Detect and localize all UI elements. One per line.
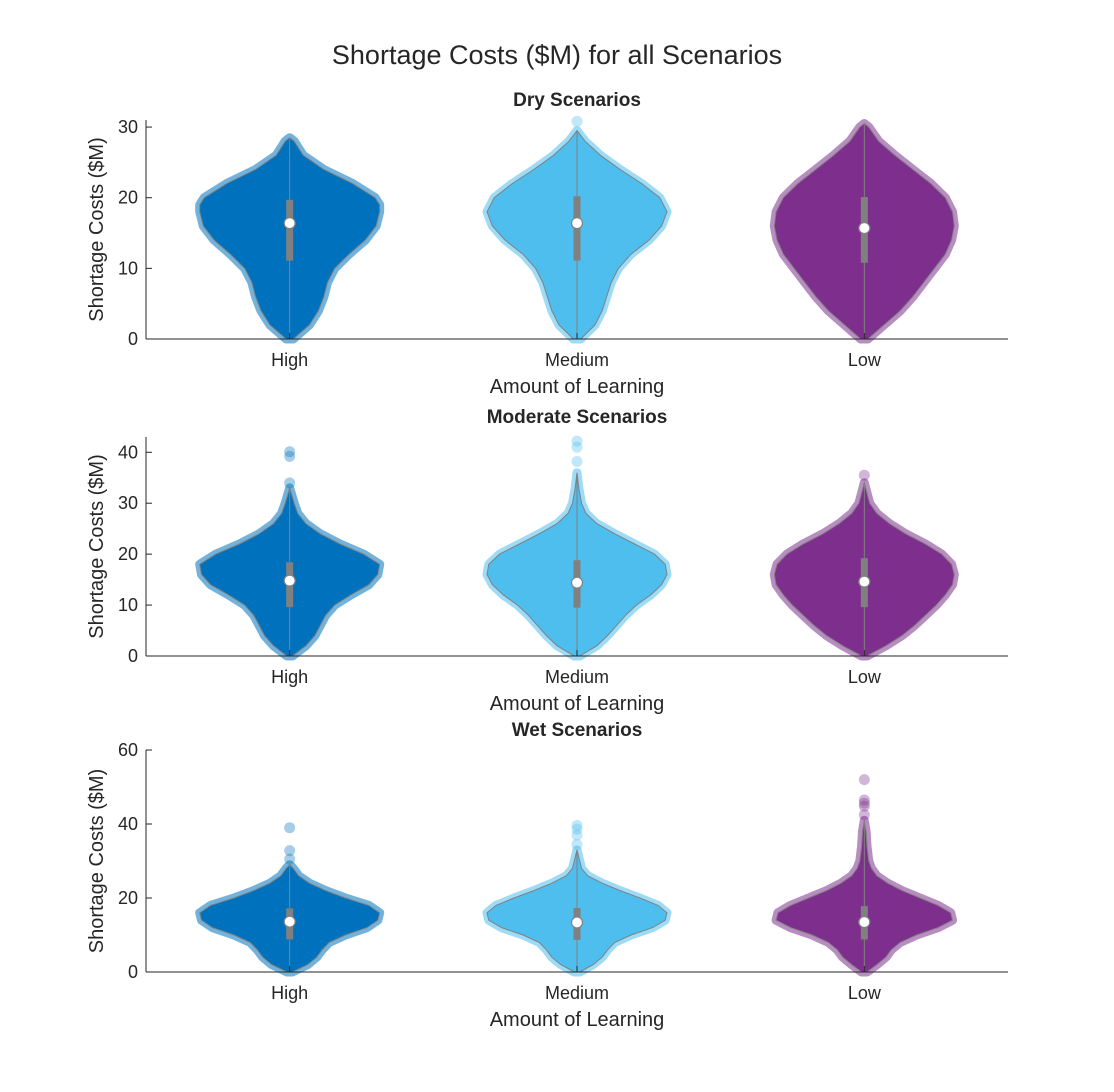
outlier-point xyxy=(284,446,296,458)
x-tick-label: Low xyxy=(848,350,882,370)
outlier-point xyxy=(571,455,583,467)
iqr-box xyxy=(286,199,294,261)
median-marker xyxy=(570,916,584,929)
y-tick-label: 20 xyxy=(118,544,138,564)
outlier-point xyxy=(284,450,296,462)
y-axis-label: Shortage Costs ($M) xyxy=(86,137,108,322)
x-tick-label: High xyxy=(271,983,308,1003)
y-tick-label: 30 xyxy=(118,117,138,137)
outlier-point xyxy=(571,838,583,850)
outlier-point xyxy=(571,435,583,447)
violin-high xyxy=(195,446,385,661)
outlier-point xyxy=(284,822,296,834)
x-tick-label: High xyxy=(271,667,308,687)
outlier-point xyxy=(284,845,296,857)
median-marker xyxy=(570,217,584,230)
figure-title: Shortage Costs ($M) for all Scenarios xyxy=(332,40,782,70)
y-tick-label: 30 xyxy=(118,493,138,513)
panel-title: Moderate Scenarios xyxy=(487,407,668,428)
median-marker xyxy=(283,217,296,230)
x-tick-label: Medium xyxy=(545,983,609,1003)
violin-low xyxy=(769,469,959,661)
y-tick-label: 10 xyxy=(118,258,138,278)
y-tick-label: 40 xyxy=(118,442,138,462)
outlier-point xyxy=(571,115,583,127)
outlier-point xyxy=(284,853,296,865)
panel-dry: 0 10 20 30 High Medium Low Dry Scenarios Amount … xyxy=(86,90,1008,398)
violin-medium xyxy=(482,115,672,344)
y-tick-label: 60 xyxy=(118,740,138,760)
median-marker xyxy=(858,575,871,588)
x-axis-label: Amount of Learning xyxy=(490,1009,665,1031)
x-tick-label: Low xyxy=(848,667,882,687)
y-tick-label: 0 xyxy=(128,962,138,982)
median-marker xyxy=(570,576,584,589)
x-tick-label: Medium xyxy=(545,667,609,687)
x-tick-label: High xyxy=(271,350,308,370)
median-marker xyxy=(283,915,296,928)
y-tick-label: 20 xyxy=(118,188,138,208)
outlier-point xyxy=(571,829,583,841)
x-axis-label: Amount of Learning xyxy=(490,693,665,715)
violin-medium xyxy=(482,435,672,661)
panel-title: Wet Scenarios xyxy=(512,720,643,741)
y-tick-label: 20 xyxy=(118,888,138,908)
outlier-point xyxy=(858,809,870,821)
outlier-point xyxy=(858,794,870,806)
panel-title: Dry Scenarios xyxy=(513,90,641,111)
violin-high xyxy=(195,133,385,344)
y-tick-label: 0 xyxy=(128,646,138,666)
y-axis-label: Shortage Costs ($M) xyxy=(86,769,108,954)
outlier-point xyxy=(858,774,870,786)
outlier-point xyxy=(571,823,583,835)
outlier-point xyxy=(571,441,583,453)
median-marker xyxy=(283,574,296,587)
outlier-point xyxy=(858,797,870,809)
violin-low xyxy=(771,774,957,977)
x-tick-label: Medium xyxy=(545,350,609,370)
outlier-point xyxy=(284,477,296,489)
y-tick-label: 10 xyxy=(118,595,138,615)
outlier-point xyxy=(571,819,583,831)
x-tick-label: Low xyxy=(848,983,882,1003)
panel-moderate: 0 10 20 30 40 High Medium Low Moderate Scenarios… xyxy=(86,407,1008,715)
outlier-point xyxy=(858,469,870,481)
y-tick-label: 40 xyxy=(118,814,138,834)
violin-low xyxy=(769,119,959,344)
outlier-point xyxy=(858,800,870,812)
panel-wet: 0 20 40 60 High Medium Low Wet Scenarios Amount … xyxy=(86,720,1008,1031)
violin-medium xyxy=(482,819,672,977)
y-tick-label: 0 xyxy=(128,329,138,349)
violin-high xyxy=(195,822,385,977)
x-axis-label: Amount of Learning xyxy=(490,376,665,398)
y-axis-label: Shortage Costs ($M) xyxy=(86,454,108,639)
median-marker xyxy=(858,915,871,929)
median-marker xyxy=(858,221,871,235)
